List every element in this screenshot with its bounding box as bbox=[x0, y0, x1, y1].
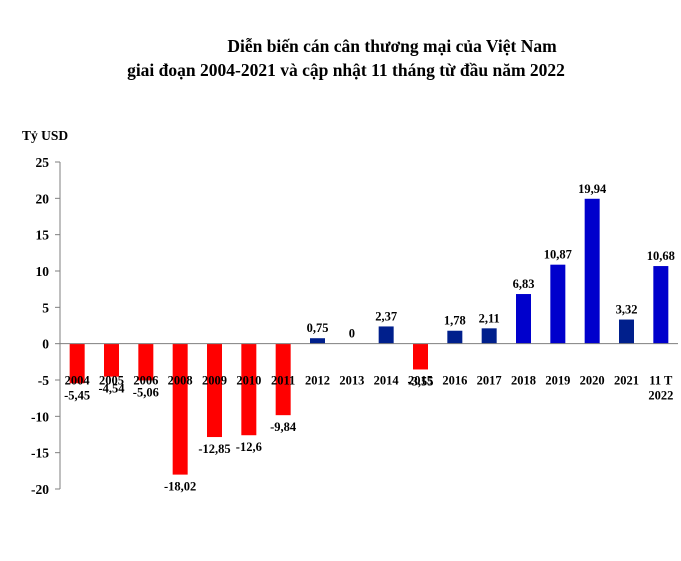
bar-15 bbox=[584, 198, 600, 344]
y-tick-label: 15 bbox=[36, 228, 50, 243]
x-tick-label: 2013 bbox=[339, 374, 364, 388]
bar-1 bbox=[104, 343, 119, 377]
bar-14 bbox=[550, 264, 566, 344]
x-tick-label: 2011 bbox=[271, 374, 295, 388]
y-tick-label: 0 bbox=[42, 337, 49, 352]
x-tick-label: 2006 bbox=[133, 374, 158, 388]
bar-12 bbox=[481, 328, 497, 344]
x-tick-label: 2008 bbox=[168, 374, 193, 388]
bar-13 bbox=[516, 294, 531, 344]
bar-6 bbox=[275, 343, 291, 416]
x-tick-label: 2021 bbox=[614, 374, 639, 388]
data-label-6: -9,84 bbox=[270, 420, 297, 434]
x-tick-label: 11 T bbox=[649, 374, 673, 388]
y-tick-label: 20 bbox=[36, 191, 50, 206]
data-label-11: 1,78 bbox=[444, 314, 466, 328]
y-tick-label: -10 bbox=[31, 409, 49, 424]
y-tick-label: 10 bbox=[36, 264, 50, 279]
data-label-0: -5,45 bbox=[64, 388, 90, 402]
x-tick-label: 2004 bbox=[65, 374, 91, 388]
bar-5 bbox=[241, 343, 257, 436]
chart-title-line1: Diễn biến cán cân thương mại của Việt Na… bbox=[227, 36, 557, 56]
y-tick-label: 5 bbox=[42, 300, 49, 315]
data-label-9: 2,37 bbox=[375, 309, 397, 323]
y-tick-label: -20 bbox=[31, 482, 49, 497]
data-label-4: -12,85 bbox=[198, 442, 230, 456]
bar-16 bbox=[619, 319, 634, 344]
x-axis: 2004 2005 2006 2008 2009 2010 2011 2012 2013 2014… bbox=[60, 343, 678, 403]
data-label-12: 2,11 bbox=[479, 311, 500, 325]
bar-2 bbox=[138, 343, 154, 381]
chart-title-line2: giai đoạn 2004-2021 và cập nhật 11 tháng… bbox=[127, 60, 565, 80]
bar-4 bbox=[207, 343, 222, 438]
bar-3 bbox=[172, 343, 188, 475]
data-label-5: -12,6 bbox=[236, 440, 262, 454]
x-tick-label: 2017 bbox=[477, 374, 502, 388]
data-label-17: 10,68 bbox=[647, 249, 675, 263]
bars: -5,45 -4,54 -5,06 -18,02 -12,85 -12,6 -9,84 0,7… bbox=[64, 182, 675, 494]
data-label-3: -18,02 bbox=[164, 480, 196, 494]
x-tick-label: 2022 bbox=[648, 389, 673, 403]
data-label-16: 3,32 bbox=[616, 303, 638, 317]
x-tick-label: 2014 bbox=[374, 374, 400, 388]
y-tick-label: 25 bbox=[36, 155, 50, 170]
data-label-1: -4,54 bbox=[98, 382, 125, 396]
y-axis: 25 20 15 10 5 0 -5 -10 -15 -20 bbox=[31, 155, 61, 497]
x-tick-label: 2010 bbox=[236, 374, 261, 388]
x-tick-label: 2016 bbox=[442, 374, 467, 388]
data-label-14: 10,87 bbox=[544, 248, 572, 262]
x-tick-label: 2009 bbox=[202, 374, 227, 388]
data-label-15: 19,94 bbox=[578, 182, 607, 196]
bar-11 bbox=[447, 330, 463, 344]
data-label-2: -5,06 bbox=[133, 385, 159, 399]
y-axis-label: Tỷ USD bbox=[22, 128, 68, 143]
bar-0 bbox=[69, 343, 85, 384]
y-tick-label: -5 bbox=[38, 373, 49, 388]
bar-17 bbox=[653, 266, 669, 344]
x-tick-label: 2018 bbox=[511, 374, 536, 388]
bar-10 bbox=[413, 343, 428, 370]
x-tick-label: 2012 bbox=[305, 374, 330, 388]
x-tick-label: 2015 bbox=[408, 374, 433, 388]
data-label-10: -3,55 bbox=[407, 374, 433, 388]
x-tick-label: 2019 bbox=[545, 374, 570, 388]
y-tick-label: -15 bbox=[31, 446, 49, 461]
bar-7 bbox=[310, 338, 325, 344]
data-label-13: 6,83 bbox=[513, 277, 535, 291]
bar-9 bbox=[378, 326, 394, 344]
x-tick-label: 2020 bbox=[580, 374, 605, 388]
data-label-8: 0 bbox=[349, 327, 355, 341]
x-tick-label: 2005 bbox=[99, 374, 124, 388]
data-label-7: 0,75 bbox=[307, 321, 329, 335]
